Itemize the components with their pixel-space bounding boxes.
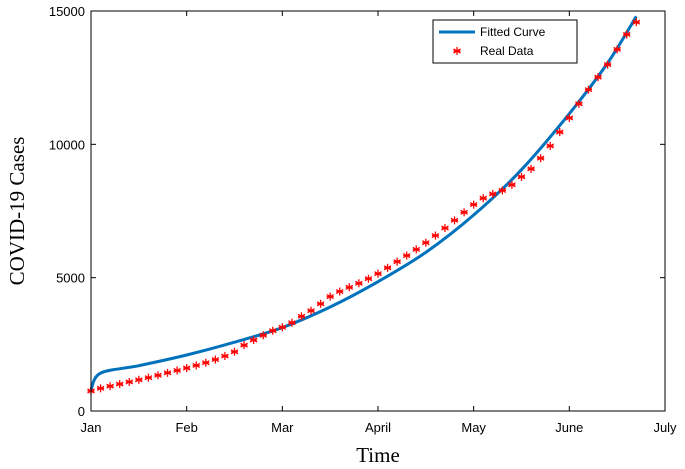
real-data-point	[450, 216, 459, 225]
real-data-point	[288, 318, 296, 327]
x-tick-label: July	[653, 420, 677, 435]
real-data-point	[498, 186, 507, 195]
real-data-point	[422, 238, 430, 247]
real-data-point	[115, 380, 124, 389]
legend: Fitted Curve Real Data	[432, 19, 578, 64]
real-data-point	[297, 312, 306, 321]
real-data-point	[230, 347, 239, 356]
real-data-point	[240, 341, 248, 350]
real-data-markers	[87, 18, 641, 395]
legend-real-data-label: Real Data	[480, 44, 534, 58]
real-data-point	[594, 73, 602, 82]
x-tick-label: Feb	[175, 420, 197, 435]
fitted-curve-line	[89, 15, 638, 391]
real-data-point	[374, 269, 382, 278]
real-data-point	[96, 384, 105, 393]
x-tick-label: Jan	[81, 420, 102, 435]
plot-content	[87, 15, 641, 395]
real-data-point	[182, 364, 191, 373]
real-data-point	[603, 60, 612, 69]
real-data-point	[364, 274, 373, 283]
real-data-point	[345, 283, 354, 292]
legend-fitted-curve-label: Fitted Curve	[480, 25, 546, 39]
legend-asterisk	[453, 47, 461, 55]
real-data-point	[335, 287, 344, 296]
real-data-point	[412, 245, 421, 254]
real-data-point	[173, 366, 181, 375]
x-tick-label: June	[555, 420, 583, 435]
real-data-point	[565, 113, 574, 122]
real-data-point	[125, 377, 134, 386]
real-data-point	[460, 208, 468, 217]
x-tick-labels: Jan Feb Mar April May June July	[81, 420, 678, 435]
real-data-point	[278, 323, 287, 332]
real-data-point	[316, 299, 325, 308]
legend-real-data-swatch	[453, 47, 461, 55]
real-data-point	[393, 257, 401, 266]
x-tick-label: April	[365, 420, 391, 435]
real-data-point	[489, 189, 497, 198]
real-data-point	[469, 200, 478, 209]
x-axis-title: Time	[356, 443, 400, 467]
tick-marks	[90, 10, 666, 412]
y-tick-label: 15000	[49, 4, 85, 19]
real-data-point	[221, 352, 229, 361]
real-data-point	[613, 45, 621, 54]
real-data-point	[479, 194, 488, 203]
x-tick-label: Mar	[271, 420, 294, 435]
real-data-point	[355, 279, 363, 288]
real-data-point	[536, 154, 545, 163]
real-data-point	[249, 336, 258, 345]
real-data-point	[326, 292, 334, 301]
y-axis-title: COVID-19 Cases	[5, 137, 29, 286]
real-data-point	[135, 375, 143, 384]
y-tick-label: 0	[78, 404, 85, 419]
real-data-point	[584, 85, 593, 94]
x-tick-label: May	[461, 420, 486, 435]
y-tick-label: 10000	[49, 137, 85, 152]
y-tick-labels: 0 5000 10000 15000	[49, 4, 85, 419]
real-data-point	[431, 231, 440, 240]
y-tick-label: 5000	[56, 271, 85, 286]
real-data-point	[144, 373, 153, 382]
real-data-point	[508, 180, 516, 189]
real-data-point	[527, 164, 535, 173]
real-data-point	[211, 355, 220, 364]
real-data-point	[383, 263, 392, 272]
real-data-point	[517, 172, 526, 181]
real-data-point	[106, 382, 114, 391]
real-data-point	[632, 18, 641, 27]
real-data-point	[259, 331, 267, 340]
real-data-point	[268, 326, 277, 335]
real-data-point	[622, 30, 631, 39]
real-data-point	[575, 99, 583, 108]
real-data-point	[441, 224, 449, 233]
real-data-point	[555, 128, 564, 137]
real-data-point	[546, 141, 554, 150]
plot-frame	[90, 10, 666, 412]
real-data-point	[402, 251, 411, 260]
real-data-point	[163, 368, 172, 377]
real-data-point	[307, 306, 315, 315]
real-data-point	[192, 361, 201, 370]
real-data-point	[202, 358, 210, 367]
legend-box	[432, 19, 578, 64]
real-data-point	[154, 371, 162, 380]
